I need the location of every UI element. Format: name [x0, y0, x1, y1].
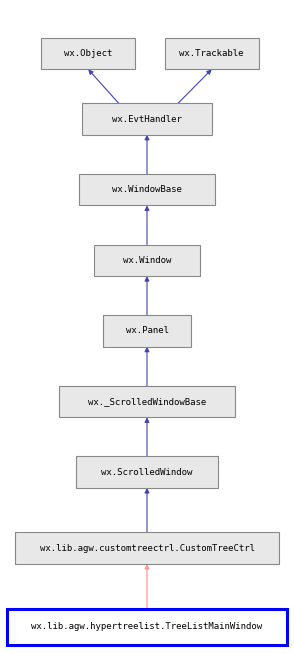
Text: wx._ScrolledWindowBase: wx._ScrolledWindowBase: [88, 397, 206, 406]
Text: wx.Object: wx.Object: [64, 49, 112, 58]
Text: wx.EvtHandler: wx.EvtHandler: [112, 114, 182, 124]
FancyBboxPatch shape: [7, 608, 287, 645]
FancyBboxPatch shape: [165, 38, 259, 69]
FancyBboxPatch shape: [103, 315, 191, 347]
Text: wx.Trackable: wx.Trackable: [179, 49, 244, 58]
Text: wx.lib.agw.hypertreelist.TreeListMainWindow: wx.lib.agw.hypertreelist.TreeListMainWin…: [31, 622, 263, 631]
FancyBboxPatch shape: [76, 456, 218, 488]
Text: wx.lib.agw.customtreectrl.CustomTreeCtrl: wx.lib.agw.customtreectrl.CustomTreeCtrl: [39, 543, 255, 553]
FancyBboxPatch shape: [94, 245, 200, 276]
FancyBboxPatch shape: [41, 38, 135, 69]
FancyBboxPatch shape: [15, 532, 279, 564]
Text: wx.Window: wx.Window: [123, 256, 171, 265]
FancyBboxPatch shape: [82, 103, 212, 135]
FancyBboxPatch shape: [59, 386, 235, 417]
FancyBboxPatch shape: [79, 174, 215, 205]
Text: wx.ScrolledWindow: wx.ScrolledWindow: [101, 468, 193, 477]
Text: wx.Panel: wx.Panel: [126, 326, 168, 336]
Text: wx.WindowBase: wx.WindowBase: [112, 185, 182, 194]
